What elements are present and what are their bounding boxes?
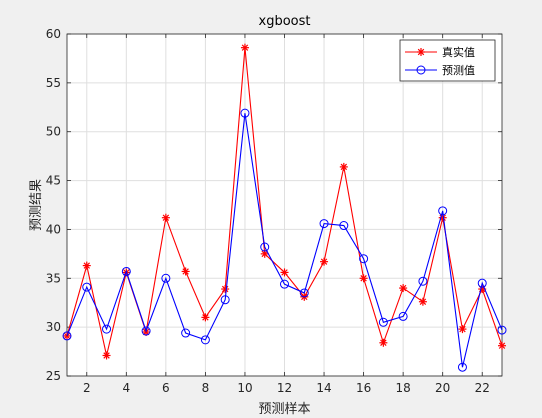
legend-box (399, 39, 496, 82)
x-tick-label: 4 (122, 381, 130, 395)
data-point-predicted (220, 295, 230, 305)
data-point-predicted (339, 221, 349, 231)
data-point-actual (458, 325, 467, 334)
data-point-predicted (200, 335, 210, 345)
y-tick-label: 30 (46, 320, 61, 334)
data-point-predicted (319, 219, 329, 229)
y-tick-label: 25 (46, 369, 61, 383)
legend-marker-predicted (416, 65, 426, 75)
asterisk-stroke (103, 352, 110, 359)
asterisk-stroke (459, 325, 466, 333)
asterisk-stroke (261, 250, 268, 258)
y-axis-label: 预测结果 (29, 179, 44, 231)
x-tick-label: 2 (83, 381, 91, 395)
data-point-actual (240, 43, 249, 52)
x-axis-label: 预测样本 (258, 402, 310, 417)
data-point-predicted (102, 324, 112, 334)
asterisk-stroke (320, 258, 328, 265)
asterisk-stroke (380, 339, 387, 347)
asterisk-stroke (417, 48, 425, 56)
data-point-predicted (438, 206, 448, 216)
asterisk-stroke (83, 262, 90, 269)
data-point-predicted (497, 325, 507, 335)
data-point-actual (339, 162, 348, 171)
data-point-actual (181, 267, 190, 276)
x-tick-label: 22 (475, 381, 490, 395)
y-tick-label: 50 (46, 125, 61, 139)
data-point-actual (320, 257, 329, 266)
y-axis: 25 30 35 40 45 50 55 60 (46, 27, 502, 383)
data-point-predicted (418, 276, 428, 286)
asterisk-stroke (182, 268, 189, 275)
data-point-predicted (457, 362, 467, 372)
legend-marker-actual (417, 48, 425, 56)
data-point-predicted (299, 288, 309, 298)
data-point-predicted (121, 266, 131, 276)
data-point-actual (280, 268, 289, 277)
legend-label-actual: 真实值 (442, 45, 475, 59)
chart-title: xgboost (259, 14, 311, 29)
asterisk-stroke (340, 163, 348, 171)
y-tick-label: 45 (46, 174, 61, 188)
data-point-predicted (141, 326, 151, 336)
data-point-predicted (240, 108, 250, 118)
x-tick-label: 12 (277, 381, 292, 395)
x-axis: 2 4 6 8 10 12 14 16 18 20 22 (83, 34, 490, 395)
asterisk-stroke (241, 44, 249, 51)
y-tick-label: 55 (46, 76, 61, 90)
data-point-predicted (280, 279, 289, 289)
data-point-actual (82, 261, 91, 270)
data-point-actual (201, 313, 210, 322)
legend-label-predicted: 预测值 (442, 64, 475, 77)
x-tick-label: 8 (202, 381, 210, 395)
data-point-predicted (82, 282, 92, 292)
data-point-actual (418, 297, 427, 306)
data-point-predicted (477, 278, 487, 288)
data-point-actual (161, 213, 170, 222)
data-point-actual (359, 274, 368, 283)
y-tick-label: 60 (46, 27, 61, 41)
data-point-predicted (181, 328, 191, 338)
asterisk-stroke (419, 298, 427, 305)
x-tick-label: 10 (237, 381, 252, 395)
x-tick-label: 14 (316, 381, 331, 395)
data-point-predicted (378, 317, 388, 327)
asterisk-stroke (360, 275, 367, 282)
asterisk-stroke (399, 284, 407, 292)
x-tick-label: 18 (395, 381, 410, 395)
y-tick-label: 35 (46, 271, 61, 285)
x-tick-label: 6 (162, 381, 170, 395)
x-tick-label: 16 (356, 381, 371, 395)
data-point-predicted (398, 311, 408, 321)
y-tick-label: 40 (46, 222, 61, 236)
asterisk-stroke (498, 342, 506, 349)
asterisk-stroke (281, 269, 288, 276)
data-point-actual (399, 284, 408, 293)
asterisk-stroke (162, 214, 170, 221)
data-point-predicted (62, 331, 72, 341)
data-point-actual (102, 351, 111, 360)
x-tick-label: 20 (435, 381, 450, 395)
data-point-predicted (161, 273, 171, 283)
asterisk-stroke (202, 314, 209, 321)
data-point-predicted (260, 242, 270, 252)
data-point-actual (379, 338, 388, 347)
data-point-actual (498, 341, 506, 350)
asterisk-stroke (439, 214, 446, 221)
series-line-predicted (66, 113, 503, 368)
data-point-predicted (359, 254, 369, 264)
series-layer (62, 43, 507, 372)
